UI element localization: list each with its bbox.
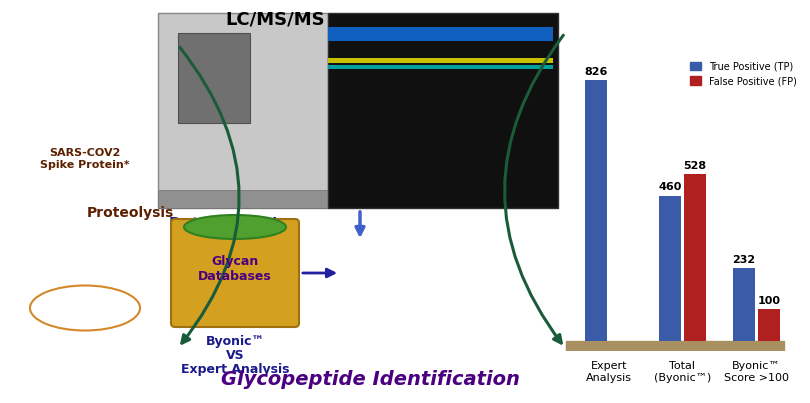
Ellipse shape <box>184 215 286 239</box>
FancyArrowPatch shape <box>180 47 239 343</box>
FancyBboxPatch shape <box>171 219 299 327</box>
Text: LC/MS/MS: LC/MS/MS <box>225 11 325 29</box>
Bar <box>158 13 328 208</box>
Text: SARS-COV2
Spike Protein*: SARS-COV2 Spike Protein* <box>40 148 130 170</box>
Bar <box>178 33 250 123</box>
Text: Proteolysis: Proteolysis <box>87 206 173 220</box>
Bar <box>732 268 755 341</box>
Text: 528: 528 <box>684 161 706 171</box>
Bar <box>757 310 780 341</box>
Text: 826: 826 <box>585 66 608 77</box>
Bar <box>328 65 553 69</box>
Bar <box>328 13 558 208</box>
Bar <box>328 58 553 63</box>
Bar <box>566 341 784 351</box>
Text: Glycan
Databases: Glycan Databases <box>198 255 272 283</box>
FancyArrowPatch shape <box>505 35 563 343</box>
FancyArrowPatch shape <box>303 269 334 277</box>
Bar <box>659 195 681 341</box>
Bar <box>684 174 706 341</box>
Text: 460: 460 <box>659 183 681 193</box>
Bar <box>158 190 328 208</box>
Text: Byonic™: Byonic™ <box>206 335 265 348</box>
Text: VS: VS <box>226 349 245 362</box>
Text: 232: 232 <box>732 255 755 264</box>
Bar <box>328 27 553 41</box>
Text: Expert Analysis: Expert Analysis <box>181 363 289 376</box>
Text: 100: 100 <box>757 296 780 306</box>
Legend: True Positive (TP), False Positive (FP): True Positive (TP), False Positive (FP) <box>690 61 797 86</box>
FancyArrowPatch shape <box>356 212 364 234</box>
Bar <box>585 80 608 341</box>
Text: Data Analysis: Data Analysis <box>169 217 287 232</box>
Text: Glycopeptide Identification: Glycopeptide Identification <box>220 370 519 389</box>
